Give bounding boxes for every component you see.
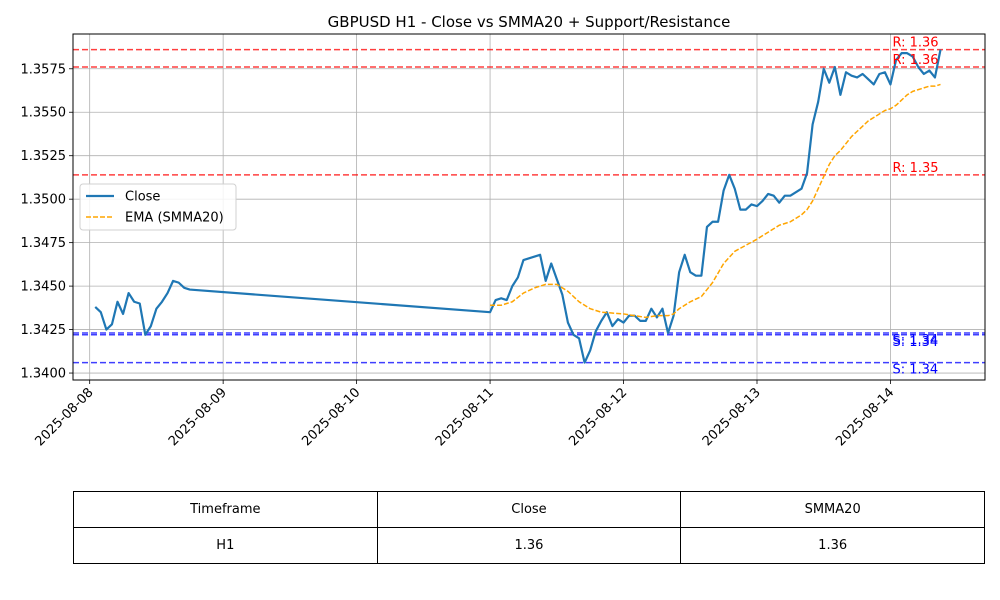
resistance-label: R: 1.35 — [892, 161, 938, 176]
legend-box — [79, 183, 237, 231]
table-header-cell: SMMA20 — [680, 491, 985, 528]
gbpusd-chart: GBPUSD H1 - Close vs SMMA20 + Support/Re… — [21, 13, 986, 449]
y-tick-label: 1.3575 — [21, 62, 67, 77]
table-header-cell: Close — [376, 491, 682, 528]
resistance-label: R: 1.36 — [892, 53, 938, 68]
x-tick-label: 2025-08-09 — [166, 385, 230, 449]
x-tick-label: 2025-08-10 — [299, 385, 363, 449]
table-cell: 1.36 — [376, 527, 682, 564]
x-tick-label: 2025-08-11 — [433, 385, 497, 449]
y-tick-label: 1.3400 — [21, 367, 67, 382]
close-series-line — [94, 49, 942, 364]
y-tick-label: 1.3475 — [21, 236, 67, 251]
table-header-row: Timeframe Close SMMA20 — [73, 491, 985, 528]
x-tick-label: 2025-08-12 — [566, 385, 630, 449]
support-label: S: 1.34 — [892, 333, 938, 348]
y-tick-label: 1.3450 — [21, 280, 67, 295]
support-resistance-lines — [73, 48, 985, 364]
y-tick-label: 1.3500 — [21, 193, 67, 208]
y-tick-label: 1.3525 — [21, 149, 67, 164]
support-label: S: 1.34 — [892, 335, 938, 350]
table-cell: 1.36 — [680, 527, 985, 564]
x-tick-label: 2025-08-08 — [32, 385, 96, 449]
x-tick-label: 2025-08-14 — [833, 385, 897, 449]
series-lines — [94, 49, 942, 364]
summary-table: Timeframe Close SMMA20 H1 1.36 1.36 — [73, 491, 985, 564]
y-tick-label: 1.3550 — [21, 106, 67, 121]
table-header-cell: Timeframe — [73, 491, 378, 528]
table-cell: H1 — [73, 527, 378, 564]
resistance-label: R: 1.36 — [892, 36, 938, 51]
smma20-series-line — [490, 83, 941, 319]
table-row: H1 1.36 1.36 — [73, 527, 985, 564]
support-label: S: 1.34 — [892, 363, 938, 378]
axis-ticks: 1.3400 1.3425 1.3450 1.3475 1.3500 1.3525 1.35… — [21, 62, 898, 449]
legend-label: Close — [125, 190, 160, 205]
level-labels: R: 1.36R: 1.36R: 1.35S: 1.34S: 1.34S: 1.… — [892, 36, 938, 378]
chart-title: GBPUSD H1 - Close vs SMMA20 + Support/Re… — [328, 13, 731, 31]
legend: Close EMA (SMMA20) — [79, 183, 237, 231]
y-tick-label: 1.3425 — [21, 323, 67, 338]
legend-label: EMA (SMMA20) — [125, 211, 224, 226]
x-tick-label: 2025-08-13 — [700, 385, 764, 449]
plot-frame — [72, 33, 986, 381]
